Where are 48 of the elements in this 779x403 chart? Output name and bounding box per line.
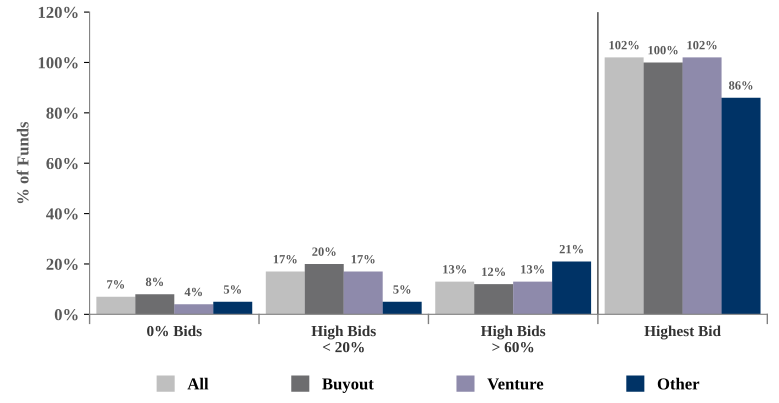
bar <box>435 282 474 314</box>
bar <box>604 57 644 314</box>
bar <box>304 264 344 314</box>
data-label: 4% <box>184 288 202 296</box>
data-label: 8% <box>146 278 164 286</box>
y-tick-label: 80% <box>46 108 78 119</box>
x-tick-label: High Bids > 60% <box>480 325 546 352</box>
y-tick-label: 0% <box>54 309 78 320</box>
data-label: 20% <box>312 247 336 256</box>
bar <box>135 294 174 314</box>
y-tick-label: 20% <box>46 258 78 270</box>
data-label: 5% <box>224 285 241 294</box>
data-label: 21% <box>560 244 583 254</box>
data-label: 12% <box>482 268 506 276</box>
y-tick-label: 100% <box>38 57 78 68</box>
y-tick-label: 120% <box>38 6 78 18</box>
x-tick-label: 0% Bids <box>147 325 202 336</box>
data-label: 17% <box>352 254 375 264</box>
bar <box>552 261 592 314</box>
y-axis-title: % of Funds <box>16 122 29 204</box>
data-label: 5% <box>393 285 410 294</box>
bar <box>682 57 722 314</box>
bar <box>474 284 514 314</box>
bar <box>644 62 683 314</box>
bar <box>344 272 383 314</box>
y-tick-label: 40% <box>46 208 78 220</box>
data-label: 102% <box>610 40 639 50</box>
data-label: 17% <box>274 254 297 264</box>
x-tick-label: Highest Bid <box>644 325 721 340</box>
legend-label: Venture <box>487 378 544 390</box>
data-label: 100% <box>648 46 678 54</box>
bar <box>513 282 552 314</box>
data-label: 7% <box>107 280 124 289</box>
bar <box>382 302 422 314</box>
bar <box>722 98 761 314</box>
legend-label: Buyout <box>322 378 374 393</box>
legend-label: All <box>187 378 208 390</box>
legend-label: Other <box>658 378 700 390</box>
data-label: 86% <box>728 81 752 90</box>
bar <box>266 272 305 314</box>
data-label: 102% <box>687 40 717 50</box>
bar <box>213 302 252 314</box>
bar <box>174 304 214 314</box>
bar <box>96 296 136 314</box>
y-tick-label: 60% <box>46 158 78 170</box>
data-label: 13% <box>443 265 466 274</box>
data-label: 13% <box>521 265 544 274</box>
x-tick-label: High Bids < 20% <box>312 325 376 352</box>
